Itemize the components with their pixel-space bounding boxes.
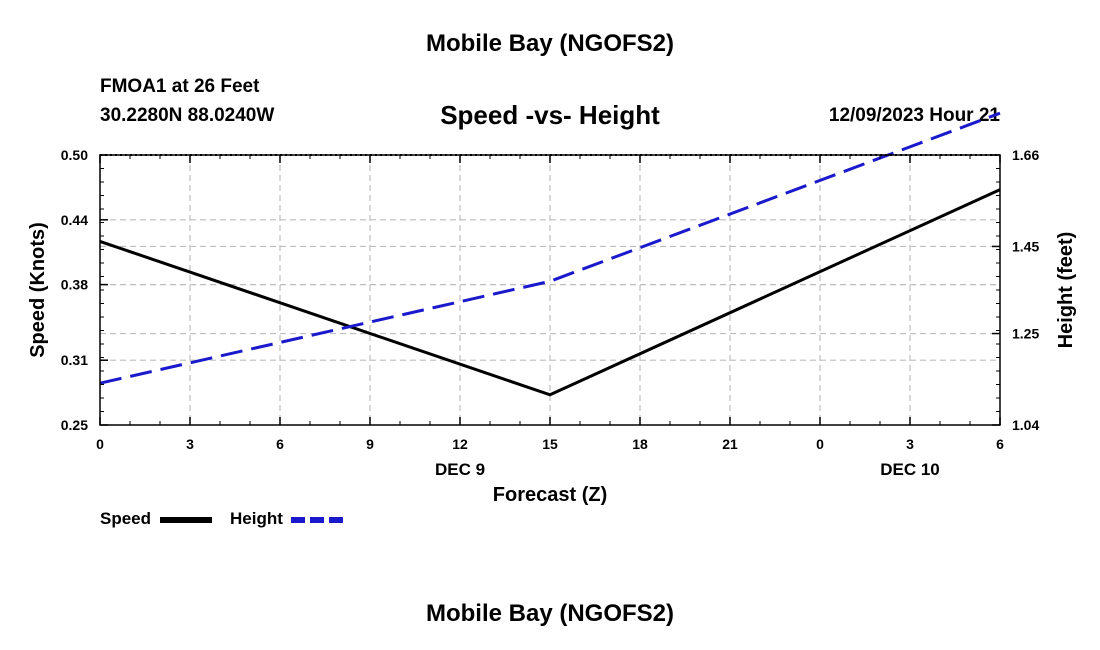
y-right-tick-label: 1.04 <box>1012 417 1039 433</box>
station-label: FMOA1 at 26 Feet <box>100 76 260 97</box>
x-axis-title: Forecast (Z) <box>493 484 607 506</box>
page-title: Mobile Bay (NGOFS2) <box>425 30 675 57</box>
x-tick-label: 3 <box>186 436 194 452</box>
x-tick-label: 0 <box>96 436 104 452</box>
date-label: DEC 10 <box>880 460 940 479</box>
y-right-tick-label: 1.45 <box>1012 238 1039 254</box>
x-tick-label: 12 <box>452 436 468 452</box>
y-left-tick-label: 0.50 <box>61 147 88 163</box>
series-line-speed <box>99 188 1001 397</box>
y-right-tick-label: 1.66 <box>1012 147 1039 163</box>
x-tick-label: 0 <box>816 436 824 452</box>
y-left-tick-label: 0.38 <box>61 277 88 293</box>
y-left-tick-label: 0.44 <box>61 212 88 228</box>
x-tick-label: 6 <box>996 436 1004 452</box>
footer-title: Mobile Bay (NGOFS2) <box>425 600 675 627</box>
x-tick-label: 6 <box>276 436 284 452</box>
x-tick-label: 18 <box>632 436 648 452</box>
y-right-axis-title: Height (feet) <box>1055 232 1077 349</box>
x-tick-label: 3 <box>906 436 914 452</box>
datetime-label: 12/09/2023 Hour 21 <box>828 105 1000 126</box>
y-left-axis-title: Speed (Knots) <box>27 222 49 358</box>
series-line-height <box>99 111 1001 385</box>
y-left-tick-label: 0.25 <box>61 417 88 433</box>
y-left-tick-label: 0.31 <box>61 352 88 368</box>
chart-subtitle: Speed -vs- Height <box>440 100 660 130</box>
date-label: DEC 9 <box>435 460 485 479</box>
x-tick-label: 21 <box>722 436 738 452</box>
legend-height-label: Height <box>230 509 283 528</box>
coordinates-label: 30.2280N 88.0240W <box>100 105 275 126</box>
x-tick-label: 9 <box>366 436 374 452</box>
y-right-tick-label: 1.25 <box>1012 326 1039 342</box>
x-tick-label: 15 <box>542 436 558 452</box>
legend-speed-label: Speed <box>100 509 152 528</box>
